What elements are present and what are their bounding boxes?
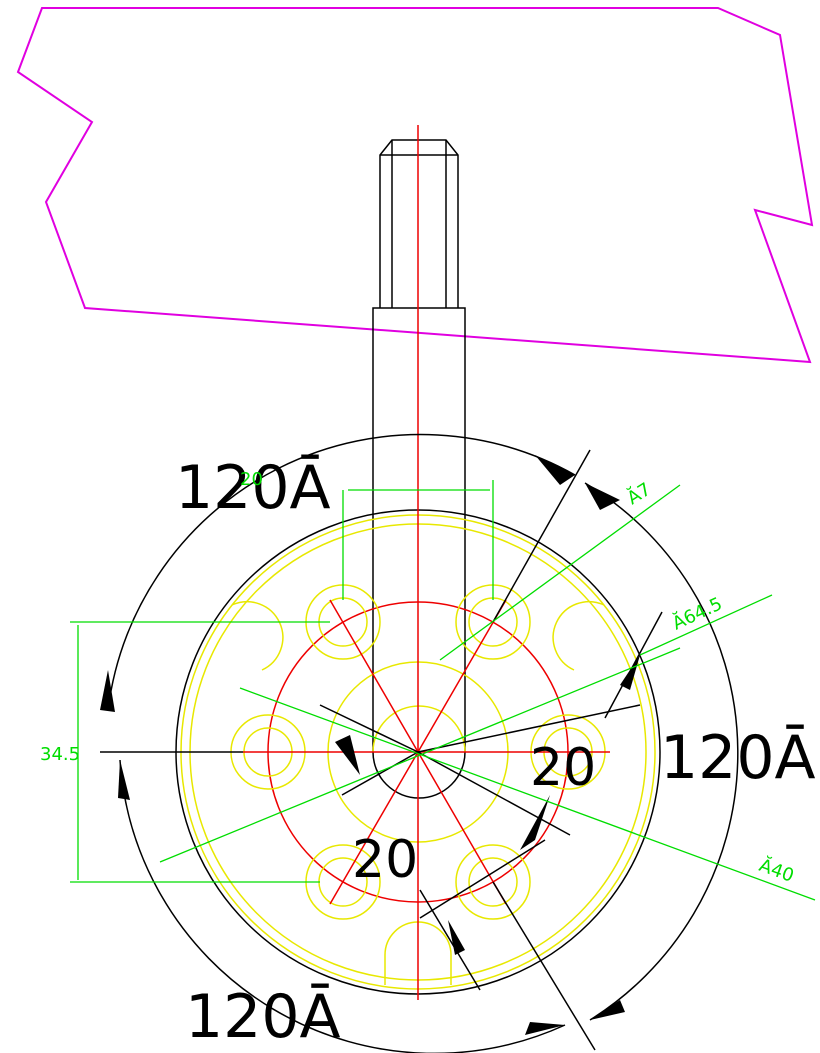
dimension-lines xyxy=(100,435,738,1053)
angle-label: 120Ā xyxy=(185,982,341,1052)
dimension-label: 20 xyxy=(240,469,263,490)
dimension-label: 20 xyxy=(352,830,418,890)
dimension-label: Ă7 xyxy=(623,478,655,509)
dimension-label: 34.5 xyxy=(40,744,80,765)
dimension-label: Ă40 xyxy=(756,854,797,887)
drawing: 120Ā 120Ā 120Ā 20 Ă7 Ă64.5 34.5 20 20 Ă4… xyxy=(0,0,820,1053)
break-outline xyxy=(18,8,812,362)
dimension-label: 20 xyxy=(530,738,596,798)
angle-label: 120Ā xyxy=(660,723,816,793)
